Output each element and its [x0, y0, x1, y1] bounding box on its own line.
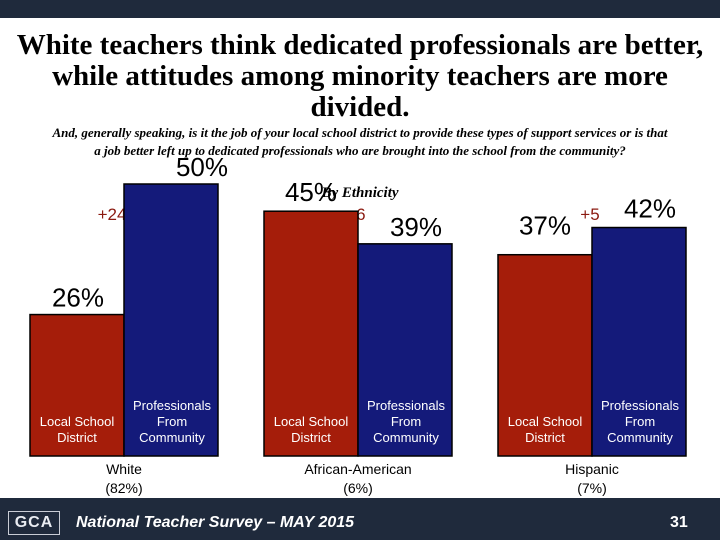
group-share-african-american: (6%) [343, 480, 373, 496]
bar-white-local [29, 313, 125, 457]
gca-logo: GCA [8, 511, 60, 535]
value-label-hispanic-professionals: 42% [624, 194, 676, 224]
ethnicity-bar-chart: 26%Local SchoolDistrict50%ProfessionalsF… [29, 152, 687, 496]
group-share-hispanic: (7%) [577, 480, 607, 496]
group-label-white: White [106, 461, 142, 477]
value-label-hispanic-local: 37% [519, 211, 571, 241]
value-label-african-american-local: 45% [285, 177, 337, 207]
top-bar [0, 0, 720, 18]
bar-category-label-hispanic-local: Local School [508, 414, 583, 429]
bar-white-professionals [123, 183, 219, 457]
page-number: 31 [670, 514, 688, 531]
chart-subtitle: By Ethnicity [321, 185, 399, 201]
bar-category-label-white-professionals: Community [139, 430, 205, 445]
bar-category-label-white-professionals: From [157, 414, 187, 429]
bar-category-label-hispanic-professionals: Community [607, 430, 673, 445]
value-label-white-professionals: 50% [176, 152, 228, 182]
bar-category-label-african-american-local: Local School [274, 414, 349, 429]
diff-label-white: +24 [97, 205, 127, 224]
bar-hispanic-local [497, 253, 593, 457]
footer-bar [0, 498, 720, 540]
bar-category-label-white-local: District [57, 430, 97, 445]
bar-category-label-hispanic-professionals: Professionals [601, 398, 680, 413]
group-label-african-american: African-American [304, 461, 411, 477]
bar-category-label-african-american-local: District [291, 430, 331, 445]
footer-survey-name: National Teacher Survey – MAY 2015 [76, 514, 355, 531]
bar-category-label-white-local: Local School [40, 414, 115, 429]
value-label-african-american-professionals: 39% [390, 212, 442, 242]
bar-hispanic-professionals [591, 226, 687, 457]
survey-question: And, generally speaking, is it the job o… [52, 125, 668, 158]
bar-category-label-hispanic-local: District [525, 430, 565, 445]
bar-category-label-hispanic-professionals: From [625, 414, 655, 429]
bar-category-label-white-professionals: Professionals [133, 398, 212, 413]
diff-label-hispanic: +5 [580, 205, 600, 224]
bar-african-american-local [263, 210, 359, 457]
bar-category-label-african-american-professionals: Professionals [367, 398, 446, 413]
value-label-white-local: 26% [52, 283, 104, 313]
group-label-hispanic: Hispanic [565, 461, 619, 477]
bar-african-american-professionals [357, 243, 453, 457]
group-share-white: (82%) [105, 480, 142, 496]
page-title: White teachers think dedicated professio… [16, 29, 704, 123]
bar-category-label-african-american-professionals: Community [373, 430, 439, 445]
bar-category-label-african-american-professionals: From [391, 414, 421, 429]
